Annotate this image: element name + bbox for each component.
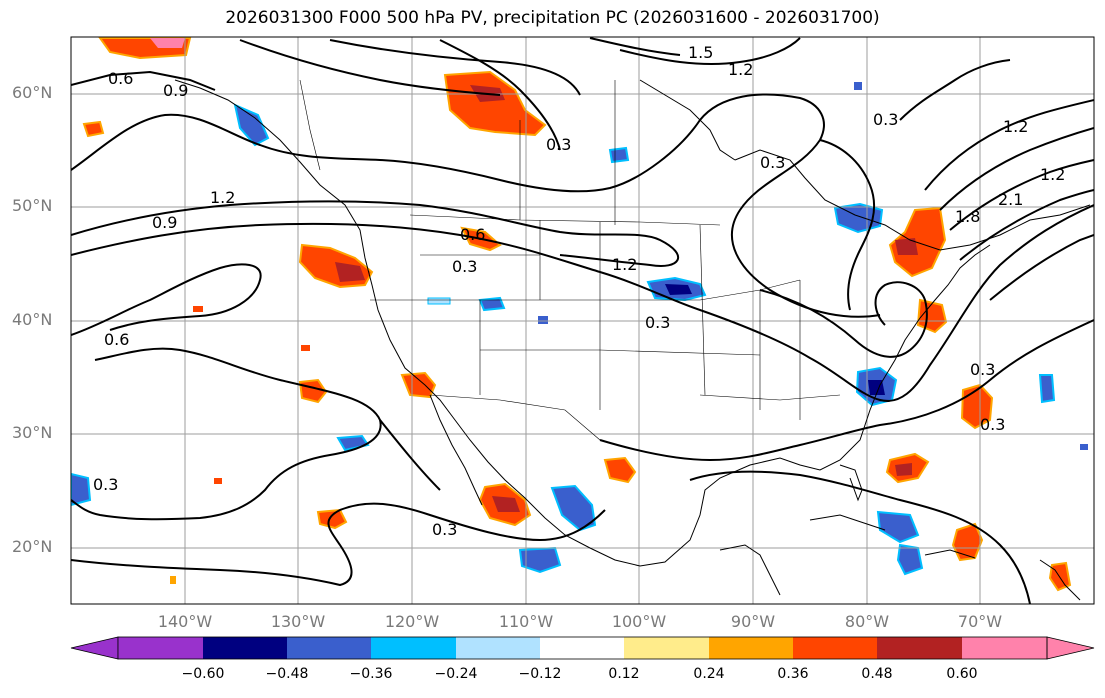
lat-label: 40°N bbox=[12, 310, 53, 329]
contour-label: 0.6 bbox=[108, 69, 133, 88]
colorbar-swatch bbox=[709, 637, 793, 659]
contour-label: 0.3 bbox=[432, 520, 457, 539]
contour-label: 1.2 bbox=[1003, 117, 1028, 136]
lon-label: 120°W bbox=[384, 612, 440, 631]
colorbar-max-extend bbox=[1046, 636, 1095, 660]
colorbar-tick: −0.24 bbox=[434, 666, 478, 682]
contour-label: 1.5 bbox=[688, 43, 713, 62]
colorbar-frame bbox=[117, 636, 1048, 660]
colorbar-min-extend bbox=[70, 636, 119, 660]
coastlines bbox=[174, 79, 1091, 601]
lat-label: 20°N bbox=[12, 537, 53, 556]
contour-label: 1.2 bbox=[728, 60, 753, 79]
contour-label: 0.9 bbox=[163, 81, 188, 100]
contour-labels: 0.6 0.9 1.2 1.5 1.2 0.3 0.3 0.3 0.6 0.3 … bbox=[93, 43, 1065, 539]
colorbar-tick: −0.48 bbox=[265, 666, 309, 682]
contour-label: 0.6 bbox=[460, 225, 485, 244]
contour-label: 0.6 bbox=[104, 330, 129, 349]
lat-label: 30°N bbox=[12, 423, 53, 442]
lon-label: 140°W bbox=[157, 612, 213, 631]
colorbar-tick: −0.60 bbox=[181, 666, 225, 682]
colorbar-tick: −0.36 bbox=[349, 666, 393, 682]
colorbar-tick: 0.48 bbox=[861, 666, 893, 682]
map-gridlines bbox=[71, 37, 1094, 604]
colorbar bbox=[70, 636, 1095, 660]
contour-label: 1.8 bbox=[955, 207, 980, 226]
lon-label: 70°W bbox=[957, 612, 1003, 631]
colorbar-swatch bbox=[287, 637, 371, 659]
pv-contours bbox=[71, 37, 1094, 604]
map-frame bbox=[70, 36, 1095, 605]
colorbar-swatch bbox=[118, 637, 203, 659]
colorbar-swatch bbox=[793, 637, 877, 659]
colorbar-swatch bbox=[624, 637, 709, 659]
contour-label: 0.3 bbox=[970, 360, 995, 379]
contour-label: 0.3 bbox=[452, 257, 477, 276]
lon-label: 130°W bbox=[270, 612, 326, 631]
contour-label: 2.1 bbox=[998, 190, 1023, 209]
contour-label: 1.2 bbox=[1040, 165, 1065, 184]
contour-label: 0.3 bbox=[873, 110, 898, 129]
lat-label: 60°N bbox=[12, 83, 53, 102]
colorbar-swatch bbox=[962, 637, 1047, 659]
colorbar-swatch bbox=[877, 637, 962, 659]
colorbar-swatch bbox=[456, 637, 540, 659]
contour-label: 1.2 bbox=[210, 188, 235, 207]
contour-label: 0.3 bbox=[93, 475, 118, 494]
contour-label: 0.3 bbox=[980, 415, 1005, 434]
contour-label: 0.3 bbox=[546, 135, 571, 154]
colorbar-tick: −0.12 bbox=[518, 666, 562, 682]
contour-label: 0.9 bbox=[152, 213, 177, 232]
colorbar-swatch bbox=[540, 637, 624, 659]
lon-label: 110°W bbox=[498, 612, 554, 631]
lon-label: 100°W bbox=[611, 612, 667, 631]
contour-label: 1.2 bbox=[612, 255, 637, 274]
map-title: 2026031300 F000 500 hPa PV, precipitatio… bbox=[225, 8, 880, 28]
precip-positive-areas bbox=[82, 37, 1072, 592]
colorbar-tick: 0.36 bbox=[777, 666, 809, 682]
lon-label: 90°W bbox=[730, 612, 776, 631]
colorbar-tick: 0.60 bbox=[946, 666, 978, 682]
contour-label: 0.3 bbox=[760, 153, 785, 172]
contour-label: 0.3 bbox=[645, 313, 670, 332]
colorbar-tick: 0.12 bbox=[608, 666, 640, 682]
colorbar-swatch bbox=[203, 637, 287, 659]
colorbar-swatch bbox=[371, 637, 456, 659]
lon-label: 80°W bbox=[844, 612, 890, 631]
colorbar-tick: 0.24 bbox=[693, 666, 725, 682]
lat-label: 50°N bbox=[12, 196, 53, 215]
